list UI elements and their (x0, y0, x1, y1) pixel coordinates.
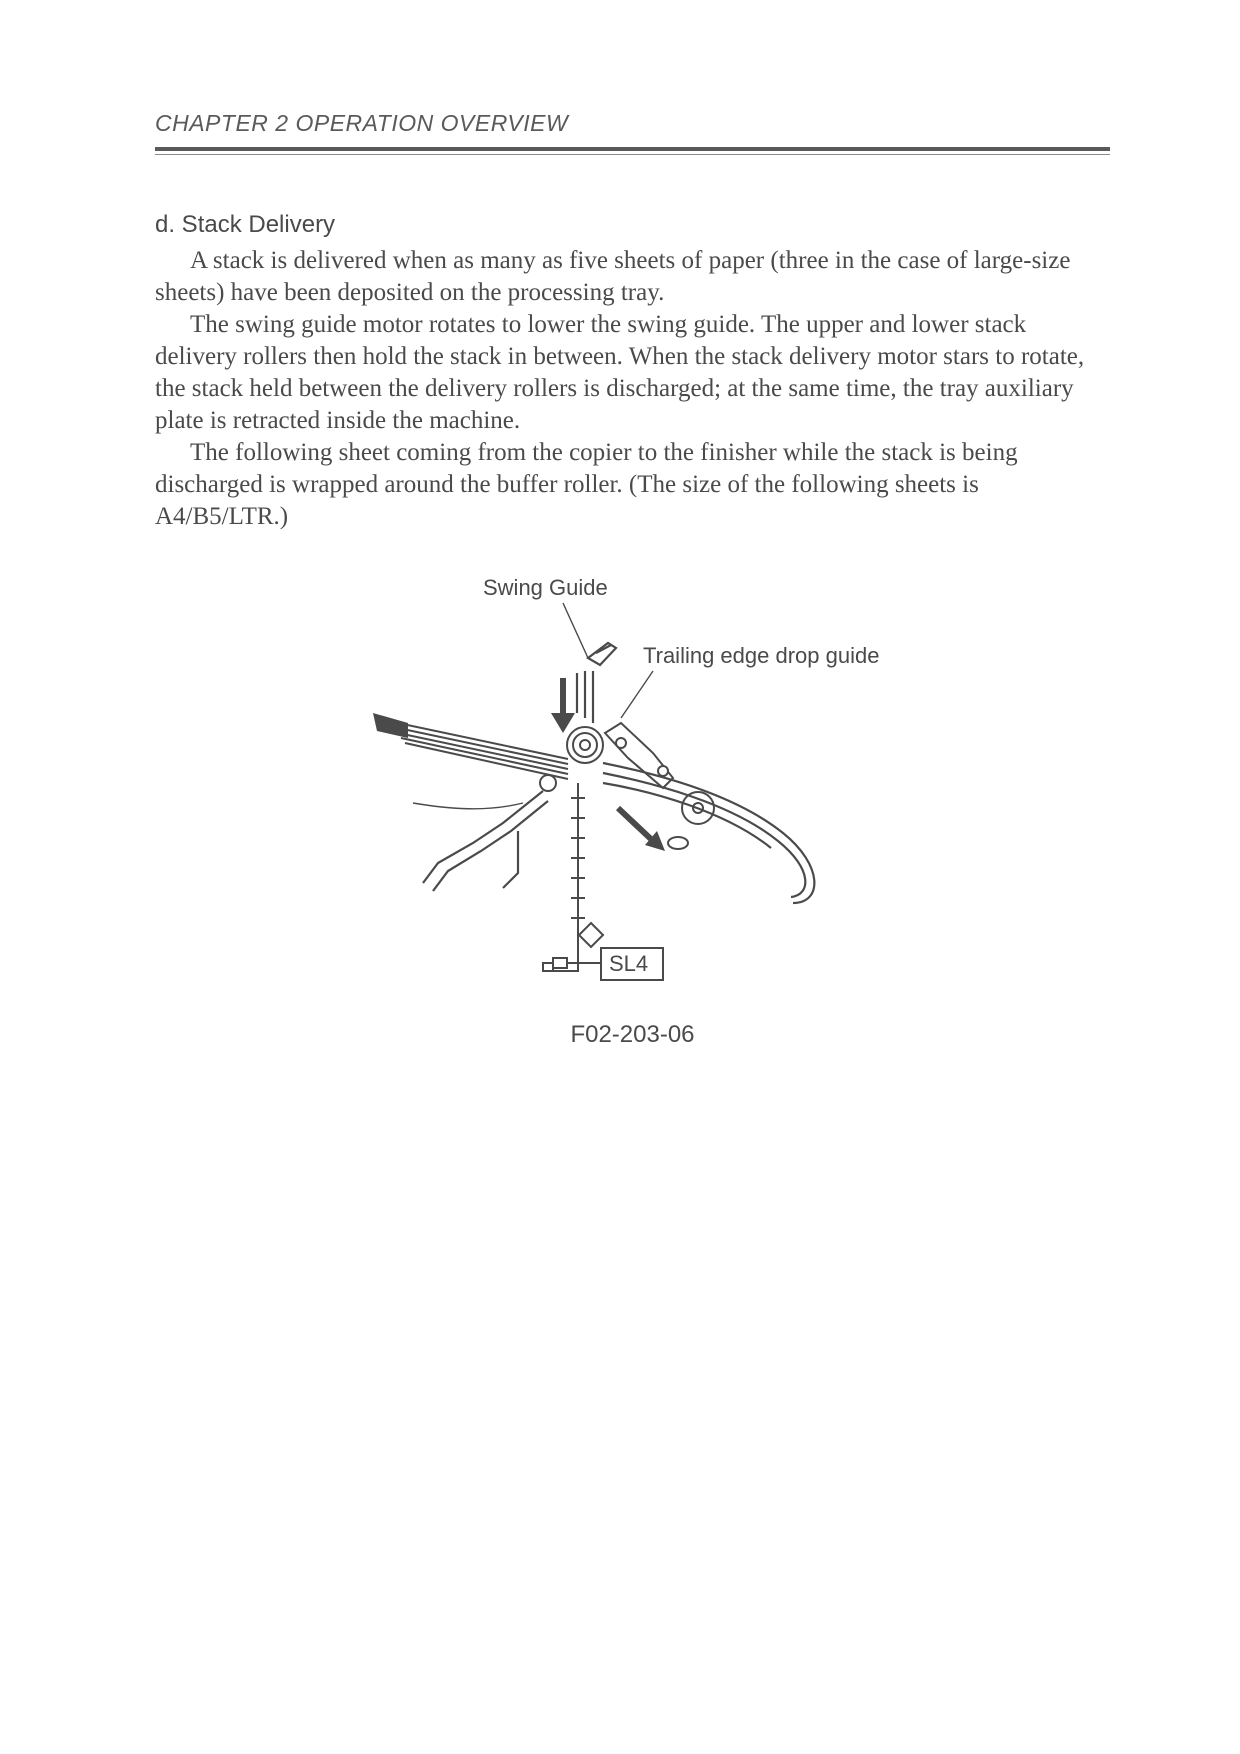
sl4-label: SL4 (609, 951, 648, 976)
left-arrow-icon (373, 713, 408, 738)
header-rule-thick (155, 147, 1110, 151)
stack-delivery-diagram: Swing Guide Trailing edge drop guide (353, 573, 913, 1003)
content-area: d. Stack Delivery A stack is delivered w… (155, 211, 1110, 1049)
figure-caption: F02-203-06 (570, 1021, 694, 1049)
body-paragraph-1: A stack is delivered when as many as fiv… (155, 245, 1110, 309)
chapter-header: CHAPTER 2 OPERATION OVERVIEW (155, 110, 1110, 145)
swing-guide-label: Swing Guide (483, 575, 608, 600)
down-arrow-icon (551, 678, 575, 733)
figure-container: Swing Guide Trailing edge drop guide (155, 573, 1110, 1049)
body-paragraph-2: The swing guide motor rotates to lower t… (155, 309, 1110, 437)
trailing-edge-label: Trailing edge drop guide (643, 643, 879, 668)
body-paragraph-3: The following sheet coming from the copi… (155, 437, 1110, 533)
diagonal-arrow-icon (618, 808, 665, 851)
header-rule-thin (155, 154, 1110, 155)
section-heading: d. Stack Delivery (155, 211, 1110, 239)
